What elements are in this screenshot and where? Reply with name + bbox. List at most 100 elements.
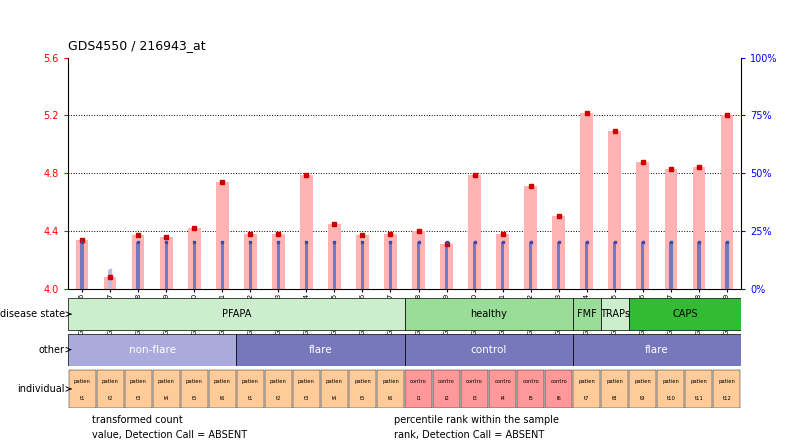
- Bar: [160, 237, 172, 289]
- Bar: [76, 240, 88, 289]
- Bar: [272, 234, 284, 289]
- Bar: [164, 242, 168, 289]
- Bar: [405, 370, 432, 408]
- Bar: [69, 370, 95, 408]
- Bar: [637, 162, 649, 289]
- Text: flare: flare: [308, 345, 332, 355]
- Bar: [629, 298, 741, 330]
- Text: l5: l5: [528, 396, 533, 401]
- Bar: [304, 242, 308, 289]
- Bar: [181, 370, 207, 408]
- Bar: [153, 370, 179, 408]
- Bar: [609, 131, 621, 289]
- Text: t8: t8: [612, 396, 618, 401]
- Bar: [248, 242, 252, 289]
- Bar: [136, 242, 140, 289]
- Bar: [602, 370, 628, 408]
- Bar: [573, 298, 601, 330]
- Text: t1: t1: [248, 396, 253, 401]
- Bar: [321, 370, 348, 408]
- Text: other: other: [38, 345, 65, 355]
- Bar: [445, 242, 449, 289]
- Text: contro: contro: [438, 379, 455, 384]
- Text: t9: t9: [640, 396, 646, 401]
- Bar: [525, 186, 537, 289]
- Bar: [501, 242, 505, 289]
- Text: GDS4550 / 216943_at: GDS4550 / 216943_at: [68, 39, 206, 52]
- Text: t3: t3: [304, 396, 309, 401]
- Text: healthy: healthy: [470, 309, 507, 319]
- Text: t3: t3: [135, 396, 141, 401]
- Bar: [693, 167, 705, 289]
- Bar: [441, 244, 453, 289]
- Bar: [573, 334, 741, 366]
- Text: t2: t2: [276, 396, 281, 401]
- Text: patien: patien: [662, 379, 679, 384]
- Text: patien: patien: [326, 379, 343, 384]
- Text: patien: patien: [102, 379, 119, 384]
- Bar: [104, 277, 116, 289]
- Bar: [574, 370, 600, 408]
- Text: patien: patien: [690, 379, 707, 384]
- Text: disease state: disease state: [0, 309, 65, 319]
- Text: t12: t12: [723, 396, 731, 401]
- Bar: [188, 228, 200, 289]
- Text: patien: patien: [634, 379, 651, 384]
- Text: patien: patien: [270, 379, 287, 384]
- Bar: [132, 235, 144, 289]
- Text: patien: patien: [298, 379, 315, 384]
- Bar: [725, 242, 729, 289]
- Text: value, Detection Call = ABSENT: value, Detection Call = ABSENT: [91, 430, 247, 440]
- Bar: [686, 370, 712, 408]
- Text: t11: t11: [694, 396, 703, 401]
- Bar: [529, 242, 533, 289]
- Bar: [641, 242, 645, 289]
- Bar: [665, 169, 677, 289]
- Bar: [473, 242, 477, 289]
- Bar: [236, 334, 405, 366]
- Text: l6: l6: [556, 396, 562, 401]
- Bar: [417, 242, 421, 289]
- Bar: [413, 231, 425, 289]
- Bar: [244, 234, 256, 289]
- Text: contro: contro: [410, 379, 427, 384]
- Bar: [469, 174, 481, 289]
- Bar: [293, 370, 320, 408]
- Text: t6: t6: [388, 396, 393, 401]
- Bar: [276, 242, 280, 289]
- Text: patien: patien: [606, 379, 623, 384]
- Text: t4: t4: [163, 396, 169, 401]
- Text: CAPS: CAPS: [672, 309, 698, 319]
- Text: t2: t2: [107, 396, 113, 401]
- Text: patien: patien: [242, 379, 259, 384]
- Bar: [192, 242, 196, 289]
- Bar: [581, 113, 593, 289]
- Text: l4: l4: [500, 396, 505, 401]
- Bar: [658, 370, 684, 408]
- Text: individual: individual: [17, 384, 65, 394]
- Bar: [630, 370, 656, 408]
- Bar: [265, 370, 292, 408]
- Text: contro: contro: [494, 379, 511, 384]
- Text: patien: patien: [214, 379, 231, 384]
- Text: patien: patien: [718, 379, 735, 384]
- Text: contro: contro: [550, 379, 567, 384]
- Text: t1: t1: [79, 396, 85, 401]
- Text: contro: contro: [466, 379, 483, 384]
- Text: patien: patien: [74, 379, 91, 384]
- Bar: [220, 242, 224, 289]
- Bar: [80, 242, 84, 289]
- Text: patien: patien: [354, 379, 371, 384]
- Text: t6: t6: [219, 396, 225, 401]
- Text: t10: t10: [666, 396, 675, 401]
- Bar: [300, 174, 312, 289]
- Bar: [405, 298, 573, 330]
- Text: percentile rank within the sample: percentile rank within the sample: [394, 415, 559, 425]
- Bar: [585, 242, 589, 289]
- Bar: [332, 242, 336, 289]
- Bar: [721, 115, 733, 289]
- Bar: [553, 217, 565, 289]
- Bar: [360, 242, 364, 289]
- Text: l2: l2: [444, 396, 449, 401]
- Text: non-flare: non-flare: [129, 345, 175, 355]
